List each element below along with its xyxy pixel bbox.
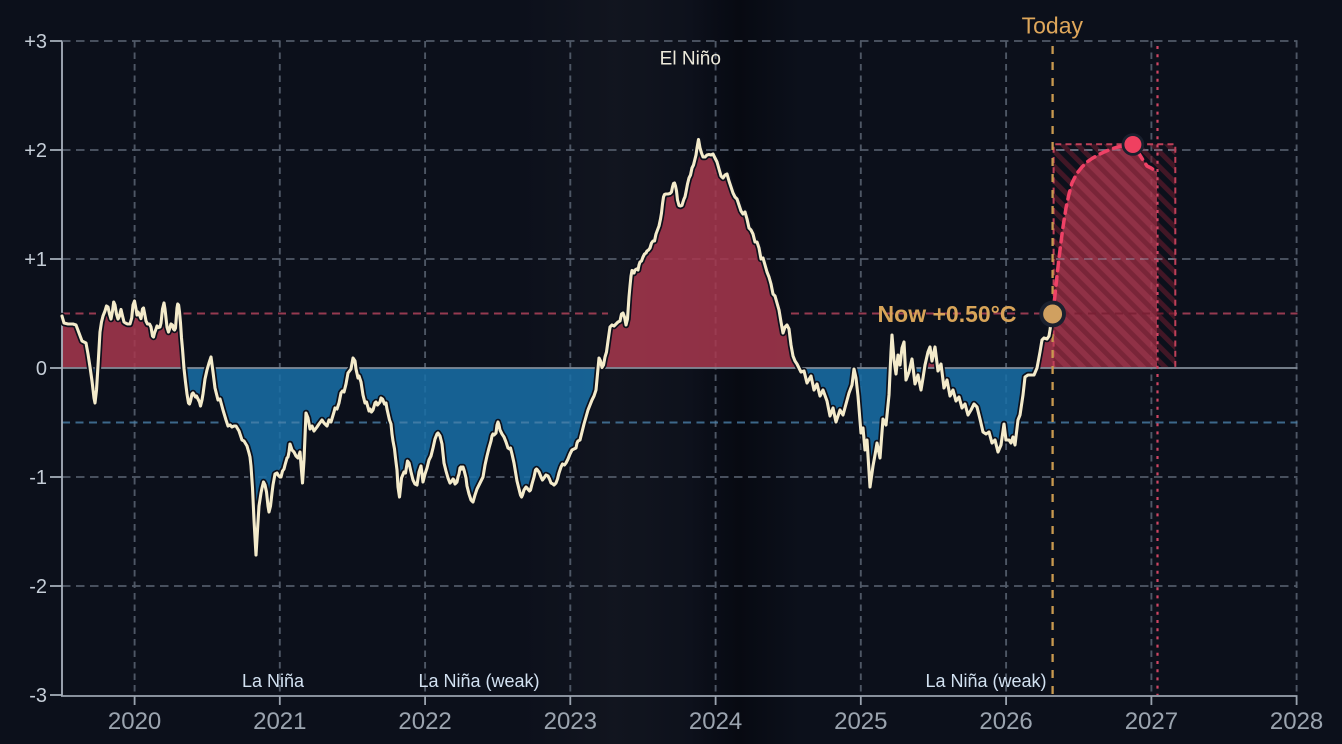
svg-text:Today: Today bbox=[1022, 13, 1084, 39]
svg-text:2020: 2020 bbox=[108, 708, 161, 735]
svg-text:2023: 2023 bbox=[544, 708, 597, 735]
svg-text:2025: 2025 bbox=[834, 708, 887, 735]
svg-text:El Niño: El Niño bbox=[660, 49, 721, 70]
svg-text:La Niña (weak): La Niña (weak) bbox=[418, 671, 539, 691]
svg-text:2028: 2028 bbox=[1270, 708, 1323, 735]
svg-text:2024: 2024 bbox=[689, 708, 742, 735]
svg-text:2026: 2026 bbox=[979, 708, 1032, 735]
svg-text:2027: 2027 bbox=[1125, 708, 1178, 735]
svg-text:0: 0 bbox=[36, 358, 47, 380]
svg-text:+1: +1 bbox=[24, 249, 47, 271]
svg-text:Now +0.50°C: Now +0.50°C bbox=[878, 301, 1017, 327]
svg-text:La Niña: La Niña bbox=[242, 671, 305, 691]
svg-text:La Niña (weak): La Niña (weak) bbox=[925, 671, 1046, 691]
svg-text:2021: 2021 bbox=[253, 708, 306, 735]
svg-text:-1: -1 bbox=[29, 467, 47, 489]
svg-text:2022: 2022 bbox=[398, 708, 451, 735]
svg-text:-3: -3 bbox=[29, 685, 47, 707]
svg-text:-2: -2 bbox=[29, 576, 47, 598]
svg-text:+3: +3 bbox=[24, 31, 47, 53]
svg-text:+2: +2 bbox=[24, 140, 47, 162]
